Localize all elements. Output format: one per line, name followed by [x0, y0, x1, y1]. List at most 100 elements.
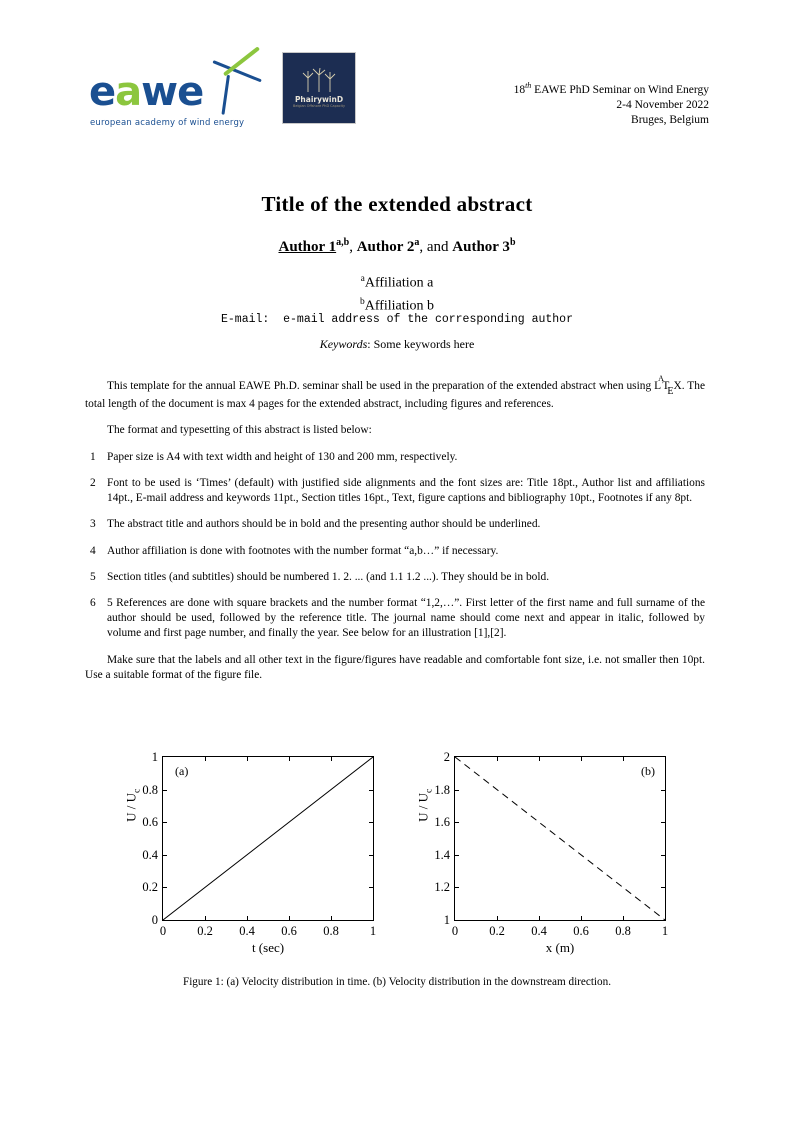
- seminar-info: 18th EAWE PhD Seminar on Wind Energy 2-4…: [514, 78, 709, 128]
- email-value[interactable]: e-mail address of the corresponding auth…: [283, 313, 573, 326]
- chart-b-ytick-mark-right: [661, 822, 665, 824]
- list-item-text: 5 References are done with square bracke…: [107, 596, 705, 640]
- author-2-name: Author 2: [356, 239, 415, 255]
- seminar-edition-ordinal: th: [525, 81, 532, 90]
- list-item: 1 Paper size is A4 with text width and he…: [85, 450, 705, 465]
- list-item-text: The abstract title and authors should be…: [107, 518, 541, 531]
- eawe-logo: eawe european academy of wind energy: [85, 46, 262, 136]
- chart-b-xtick-label: 1: [661, 924, 669, 938]
- chart-a-ytick-label: 0.6: [142, 814, 158, 829]
- chart-b-line-velocity-downstream: [455, 757, 665, 920]
- list-item-number: 6: [90, 596, 96, 609]
- affiliation-b: bAffiliation b: [85, 293, 709, 316]
- author-1-name: Author 1: [278, 239, 337, 255]
- chart-b-xtick-mark: [623, 916, 624, 920]
- list-item-number: 3: [90, 518, 96, 531]
- eawe-blade-tower-icon: [221, 74, 230, 115]
- chart-b-ytick-mark-right: [661, 789, 665, 791]
- chart-a-xtick-label: 0.8: [323, 924, 339, 938]
- chart-a-ytick-mark: [163, 822, 167, 824]
- list-item-text: Author affiliation is done with footnote…: [107, 544, 499, 557]
- chart-a-ylabel: U / Uc: [124, 760, 143, 850]
- chart-b-ytick-label: 1: [443, 912, 450, 927]
- list-item: 3 The abstract title and authors should b…: [85, 517, 705, 532]
- chart-a-xtick-label: 0.6: [281, 924, 297, 938]
- chart-b-series-svg: [455, 757, 665, 920]
- chart-a-xtick-label: 0.2: [197, 924, 213, 938]
- chart-b-ytick-label: 1.6: [434, 814, 450, 829]
- chart-a-ytick-mark-right: [369, 854, 373, 856]
- chart-a-xtick-mark: [289, 916, 290, 920]
- chart-b-xtick-label: 0.8: [615, 924, 631, 938]
- eawe-wordmark-we: we: [141, 69, 204, 115]
- phairywind-name: PhairywinD: [294, 94, 344, 104]
- chart-a-ytick-mark-right: [369, 887, 373, 889]
- chart-a-ytick-label: 1: [151, 749, 158, 764]
- chart-a-ytick-mark: [163, 789, 167, 791]
- page-header: eawe european academy of wind energy: [85, 46, 709, 140]
- chart-a-xtick-mark: [331, 916, 332, 920]
- intro-paragraph: This template for the annual EAWE Ph.D. …: [85, 374, 705, 412]
- chart-b-ytick-label: 1.4: [434, 847, 450, 862]
- keywords-line: Keywords: Some keywords here: [85, 337, 709, 352]
- chart-a-xtick-mark-top: [331, 757, 332, 761]
- figure-caption: Figure 1: (a) Velocity distribution in t…: [182, 976, 612, 988]
- seminar-title-rest: EAWE PhD Seminar on Wind Energy: [531, 83, 709, 96]
- chart-b-ytick-label: 1.2: [434, 880, 450, 895]
- author-2-affiliation-marker: a: [414, 237, 420, 248]
- chart-a-xtick-mark: [205, 916, 206, 920]
- chart-b-xtick-mark: [581, 916, 582, 920]
- chart-b-xtick-mark: [497, 916, 498, 920]
- chart-b-ylabel-text: U / U: [415, 792, 431, 822]
- chart-b-plot-area: (b) 1 1.2 1.4 1.6 1.8 2: [434, 751, 668, 937]
- eawe-wordmark: eawe: [89, 69, 204, 115]
- chart-a-ytick-mark: [163, 854, 167, 856]
- seminar-title-line: 18th EAWE PhD Seminar on Wind Energy: [514, 78, 709, 98]
- seminar-location: Bruges, Belgium: [631, 113, 709, 126]
- email-label: E-mail:: [221, 313, 270, 326]
- author-separator-2: , and: [419, 239, 453, 255]
- chart-b-xtick-label: 0: [451, 924, 459, 938]
- chart-panel-a: U / Uc (a) 0 0.2 0.4 0.6 0.8 1: [116, 748, 386, 960]
- chart-a-line-velocity-in-time: [163, 757, 373, 920]
- lead-in-paragraph: The format and typesetting of this abstr…: [107, 424, 372, 437]
- chart-a-xtick-mark-top: [247, 757, 248, 761]
- chart-a-ytick-label: 0.2: [142, 880, 158, 895]
- chart-b-ytick-label: 2: [443, 749, 450, 764]
- closing-paragraph: Make sure that the labels and all other …: [85, 653, 705, 681]
- chart-b-ylabel-sub: c: [424, 788, 435, 793]
- chart-b-ytick-mark: [455, 822, 459, 824]
- list-item: 6 5 References are done with square brack…: [85, 596, 705, 642]
- list-item: 5 Section titles (and subtitles) should b…: [85, 570, 705, 585]
- formatting-rules-list: 1 Paper size is A4 with text width and he…: [85, 450, 705, 642]
- list-item: 4 Author affiliation is done with footnot…: [85, 544, 705, 559]
- chart-a-ylabel-text: U / U: [123, 792, 139, 822]
- chart-b-ytick-mark: [455, 854, 459, 856]
- list-item-text: Font to be used is ‘Times’ (default) wit…: [107, 476, 705, 505]
- chart-b-ylabel: U / Uc: [416, 760, 435, 850]
- list-item-number: 4: [90, 544, 96, 557]
- wind-turbines-icon: [301, 67, 337, 94]
- list-item-text: Paper size is A4 with text width and hei…: [107, 450, 458, 463]
- figure-1: U / Uc (a) 0 0.2 0.4 0.6 0.8 1: [85, 748, 709, 998]
- chart-b-xtick-mark-top: [623, 757, 624, 761]
- intro-text-pre: This template for the annual EAWE Ph.D. …: [107, 379, 655, 392]
- list-item: 2 Font to be used is ‘Times’ (default) wi…: [85, 476, 705, 506]
- chart-b-panel-label: (b): [641, 764, 655, 778]
- affiliation-a: aAffiliation a: [85, 270, 709, 293]
- chart-b-ytick-mark-right: [661, 887, 665, 889]
- chart-a-ytick-label: 0.4: [142, 847, 158, 862]
- author-separator-1: ,: [349, 239, 357, 255]
- chart-a-ytick-mark: [163, 887, 167, 889]
- chart-a-panel-label: (a): [175, 764, 189, 778]
- chart-panel-b: U / Uc (b) 1 1.2 1.4 1.6 1.8 2: [408, 748, 678, 960]
- affiliation-list: aAffiliation a bAffiliation b: [85, 270, 709, 315]
- affiliation-a-text: Affiliation a: [364, 275, 434, 291]
- chart-b-xtick-label: 0.4: [531, 924, 547, 938]
- chart-a-xtick-label: 0.4: [239, 924, 255, 938]
- email-line: E-mail: e-mail address of the correspond…: [85, 313, 709, 326]
- document-body: This template for the annual EAWE Ph.D. …: [85, 374, 705, 694]
- chart-a-ytick-label: 0.8: [142, 782, 158, 797]
- chart-b-ytick-label: 1.8: [434, 782, 450, 797]
- chart-b-xtick-mark-top: [581, 757, 582, 761]
